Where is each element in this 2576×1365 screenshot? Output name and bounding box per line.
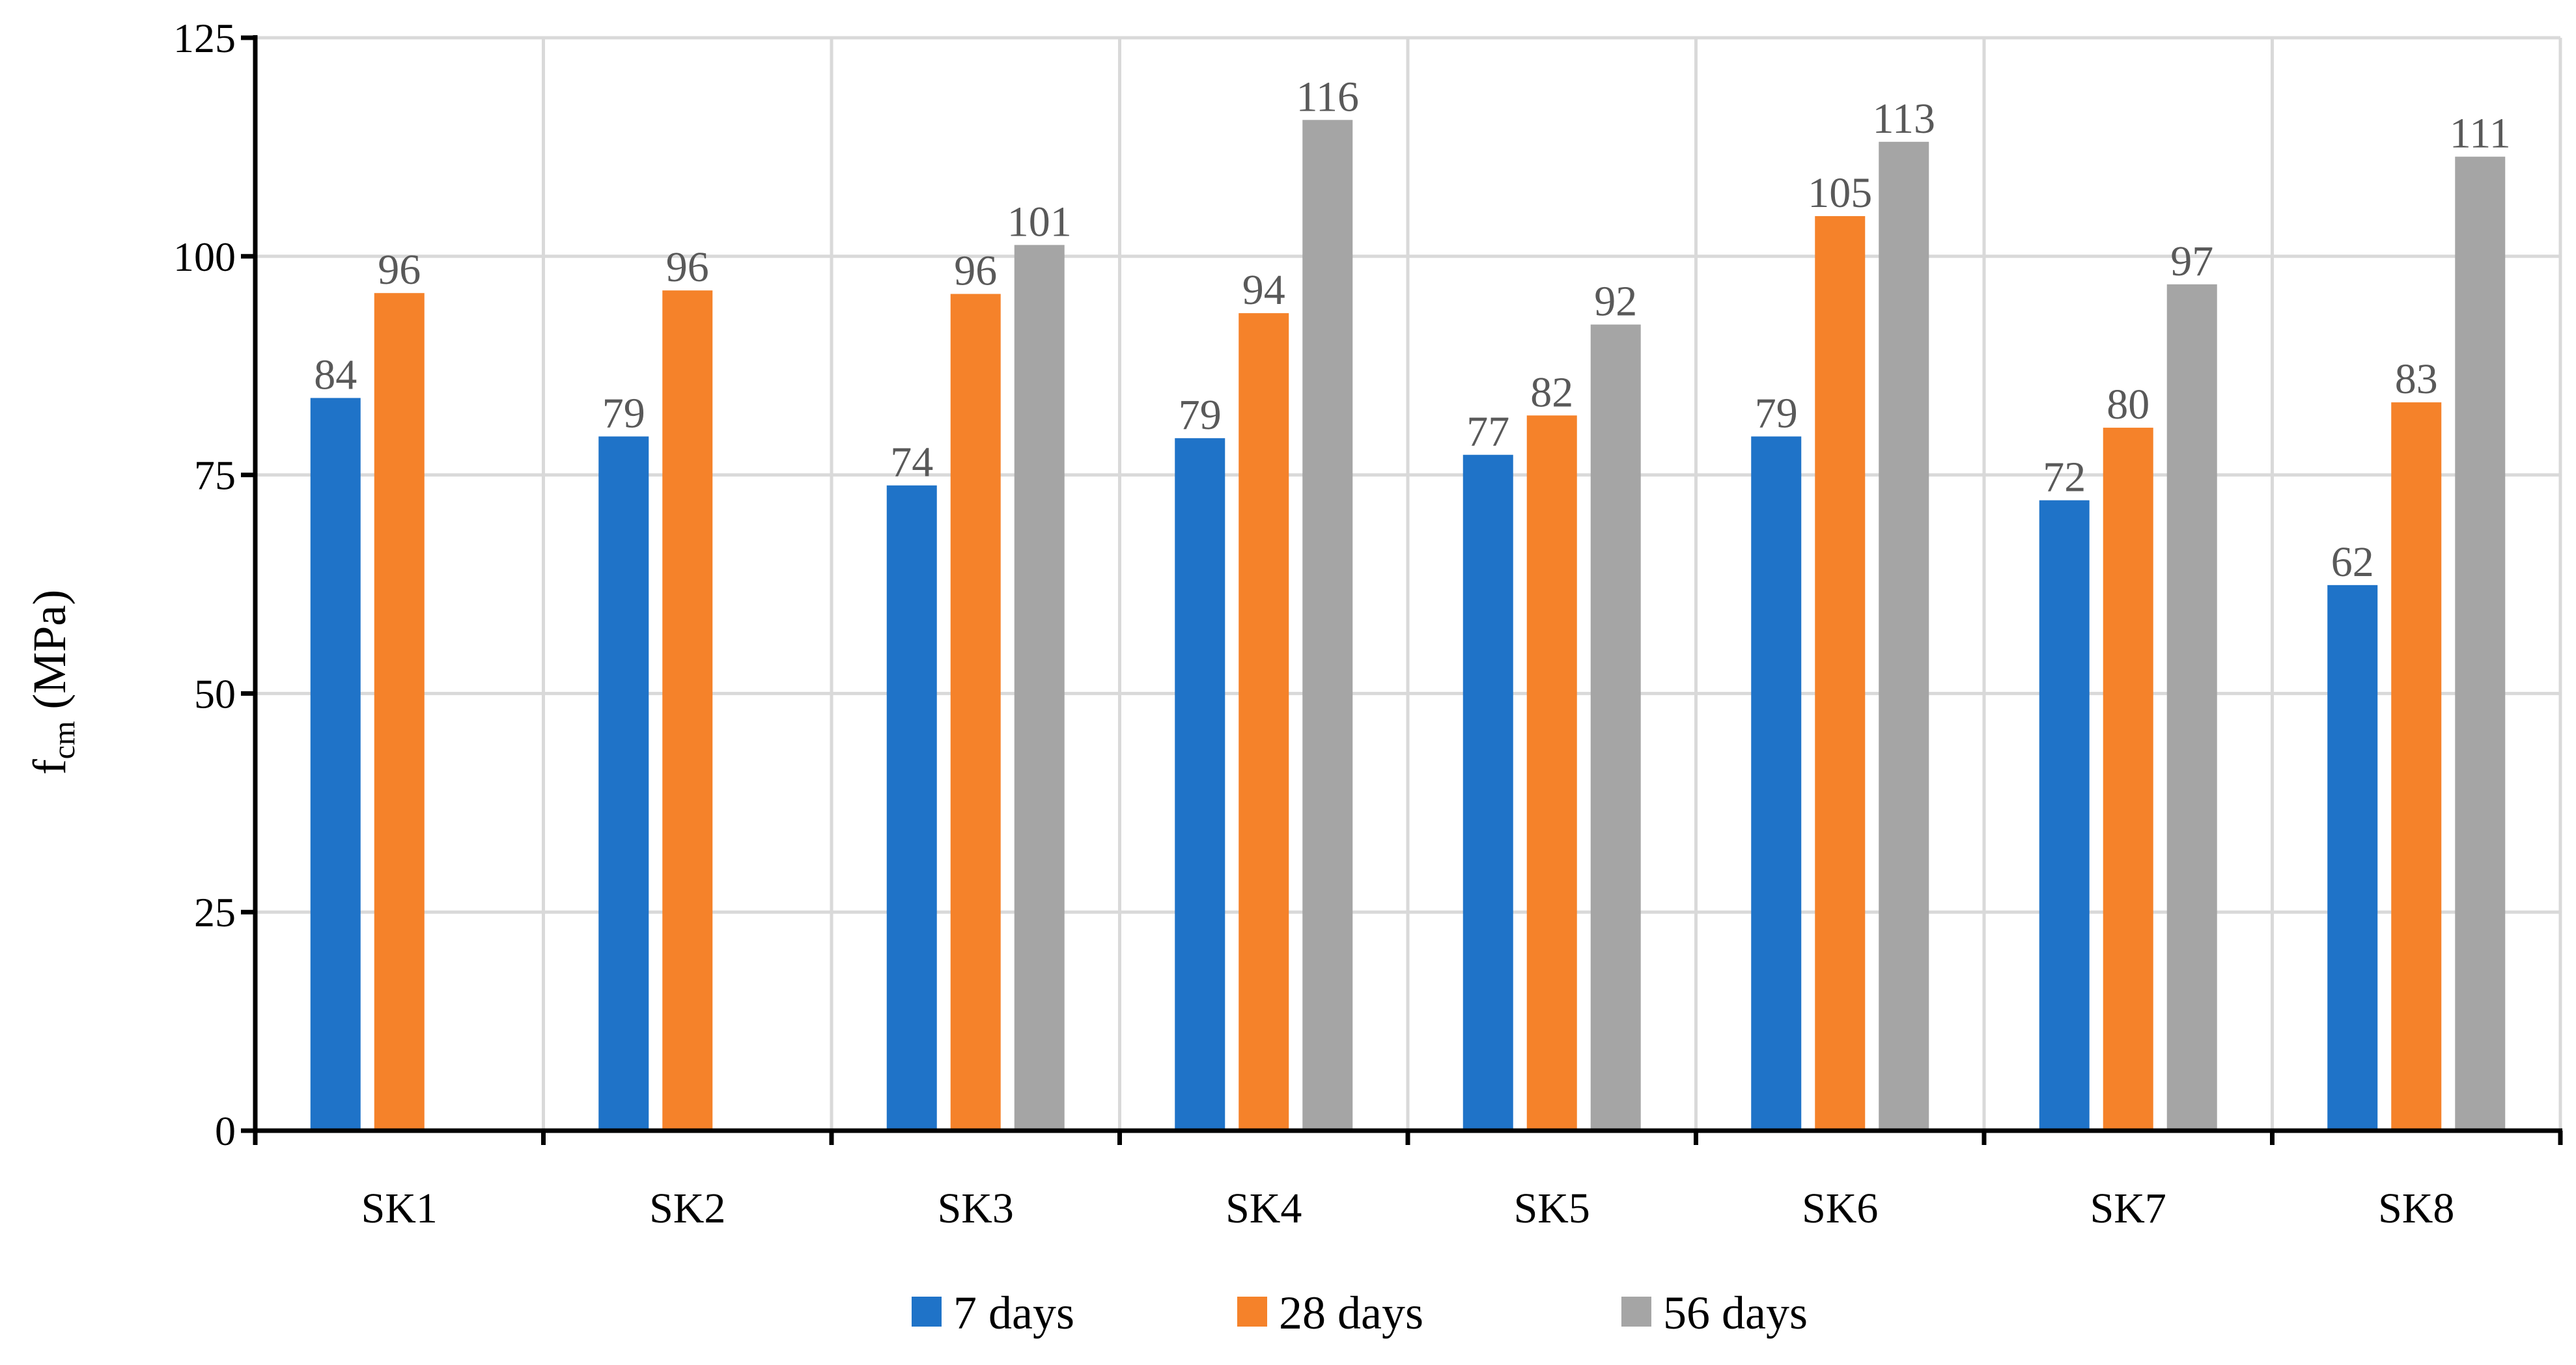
bar-7-days-sk1 bbox=[310, 398, 361, 1131]
y-axis-title-base: f bbox=[23, 759, 76, 775]
bar-56-days-sk5 bbox=[1590, 324, 1641, 1131]
bar-28-days-sk7 bbox=[2103, 428, 2153, 1131]
data-label: 92 bbox=[1594, 278, 1637, 325]
x-tick-label: SK6 bbox=[1802, 1185, 1878, 1232]
tick-labels-layer: 0 25 50 75 100 125 SK1 SK2 SK3 SK4 SK5 SK6 SK7 SK8 bbox=[173, 15, 2454, 1232]
y-tick-label: 25 bbox=[194, 889, 236, 935]
data-label: 105 bbox=[1808, 169, 1872, 217]
x-tick-label: SK1 bbox=[361, 1185, 438, 1232]
bars-layer bbox=[310, 120, 2506, 1131]
legend-label: 56 days bbox=[1663, 1287, 1808, 1339]
data-label: 79 bbox=[1755, 389, 1798, 437]
bar-56-days-sk6 bbox=[1879, 141, 1929, 1131]
legend-swatch-56-days bbox=[1621, 1297, 1651, 1327]
y-tick-label: 125 bbox=[173, 15, 236, 61]
legend-swatch-28-days bbox=[1237, 1297, 1267, 1327]
data-label: 79 bbox=[1179, 391, 1222, 439]
y-axis-title-subscript: cm bbox=[47, 721, 81, 760]
bar-28-days-sk8 bbox=[2391, 402, 2442, 1131]
data-label: 94 bbox=[1242, 266, 1285, 314]
bar-7-days-sk4 bbox=[1175, 438, 1225, 1131]
data-label: 77 bbox=[1466, 408, 1509, 456]
y-tick-label: 100 bbox=[173, 234, 236, 280]
y-axis-title: fcm (MPa) bbox=[23, 590, 81, 775]
data-label: 79 bbox=[602, 389, 645, 437]
x-tick-label: SK4 bbox=[1225, 1185, 1302, 1232]
y-tick-label: 75 bbox=[194, 452, 236, 499]
y-tick-label: 0 bbox=[215, 1108, 236, 1154]
data-label: 82 bbox=[1530, 368, 1573, 416]
data-label: 62 bbox=[2331, 538, 2374, 586]
data-labels-layer: 84 79 74 79 77 79 72 62 96 96 96 94 82 105 80 83 101 116 9… bbox=[314, 73, 2511, 586]
data-label: 96 bbox=[666, 243, 709, 291]
bar-28-days-sk3 bbox=[950, 294, 1001, 1131]
data-label: 80 bbox=[2107, 381, 2149, 428]
data-label: 101 bbox=[1007, 198, 1072, 245]
bar-28-days-sk1 bbox=[374, 293, 425, 1131]
bar-28-days-sk5 bbox=[1526, 415, 1577, 1131]
bar-56-days-sk7 bbox=[2166, 284, 2217, 1131]
bar-7-days-sk5 bbox=[1463, 454, 1513, 1131]
bar-7-days-sk3 bbox=[886, 485, 937, 1131]
data-label: 74 bbox=[890, 439, 933, 486]
x-tick-label: SK3 bbox=[938, 1185, 1014, 1232]
bar-7-days-sk2 bbox=[598, 436, 649, 1131]
data-label: 96 bbox=[954, 247, 997, 295]
legend: 7 days 28 days 56 days bbox=[912, 1287, 1808, 1339]
bar-56-days-sk3 bbox=[1014, 245, 1065, 1131]
bar-28-days-sk4 bbox=[1239, 313, 1289, 1131]
data-label: 83 bbox=[2395, 355, 2438, 403]
data-label: 72 bbox=[2043, 454, 2086, 501]
bar-7-days-sk8 bbox=[2327, 585, 2378, 1131]
axes-layer bbox=[241, 35, 2563, 1145]
data-label: 97 bbox=[2170, 238, 2213, 285]
x-tick-label: SK7 bbox=[2090, 1185, 2166, 1232]
y-tick-label: 50 bbox=[194, 670, 236, 717]
legend-label: 28 days bbox=[1279, 1287, 1423, 1339]
bar-7-days-sk7 bbox=[2039, 500, 2090, 1131]
x-tick-label: SK5 bbox=[1514, 1185, 1590, 1232]
bar-56-days-sk8 bbox=[2455, 156, 2506, 1131]
bar-28-days-sk6 bbox=[1815, 216, 1866, 1131]
data-label: 113 bbox=[1872, 95, 1935, 143]
y-axis-title-unit: (MPa) bbox=[23, 590, 76, 721]
x-tick-label: SK8 bbox=[2378, 1185, 2454, 1232]
data-label: 84 bbox=[314, 351, 357, 398]
x-tick-label: SK2 bbox=[649, 1185, 725, 1232]
data-label: 96 bbox=[378, 246, 421, 294]
legend-label: 7 days bbox=[953, 1287, 1074, 1339]
bar-56-days-sk4 bbox=[1302, 120, 1353, 1131]
bar-28-days-sk2 bbox=[662, 290, 713, 1131]
legend-swatch-7-days bbox=[912, 1297, 942, 1327]
bar-7-days-sk6 bbox=[1751, 436, 1802, 1131]
data-label: 111 bbox=[2450, 110, 2511, 158]
data-label: 116 bbox=[1296, 73, 1359, 120]
